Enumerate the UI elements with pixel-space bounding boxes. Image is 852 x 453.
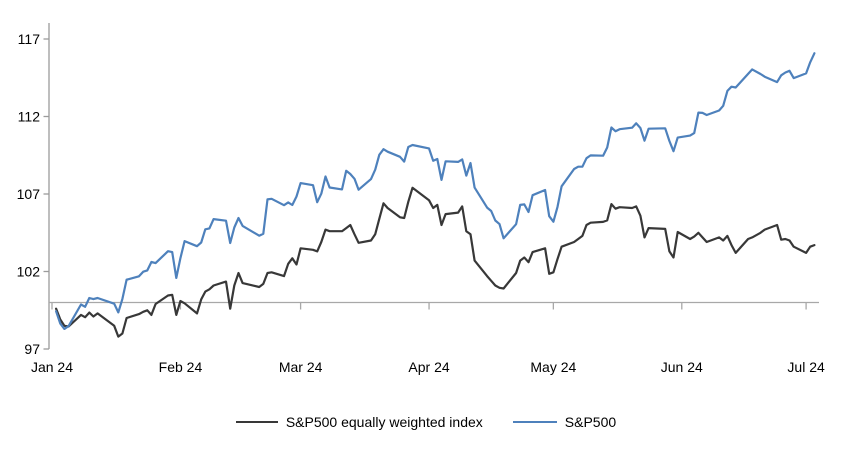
x-axis-tick-label: Jul 24 <box>787 359 825 375</box>
y-axis-tick-label: 117 <box>18 31 41 47</box>
x-axis-tick-label: Jun 24 <box>661 359 703 375</box>
series-line-sp500 <box>54 52 816 330</box>
y-axis-tick-label: 112 <box>18 109 41 125</box>
series-line-equal-weight <box>54 186 816 338</box>
y-axis-tick-label: 102 <box>17 264 41 280</box>
y-axis-tick-label: 107 <box>17 186 41 202</box>
x-axis-tick-label: Feb 24 <box>159 359 203 375</box>
x-axis-tick-label: Mar 24 <box>279 359 323 375</box>
x-axis-tick-label: Apr 24 <box>408 359 449 375</box>
x-axis-tick-label: May 24 <box>530 359 576 375</box>
legend-line-equal-weight-icon <box>235 421 278 423</box>
legend-line-sp500-icon <box>512 421 557 423</box>
legend: S&P500 equally weighted index S&P500 <box>0 411 852 433</box>
legend-label-sp500: S&P500 <box>564 414 617 430</box>
legend-label-equal-weight: S&P500 equally weighted index <box>285 414 483 430</box>
y-axis-tick-label: 97 <box>24 341 40 357</box>
x-axis-tick-label: Jan 24 <box>31 359 73 375</box>
